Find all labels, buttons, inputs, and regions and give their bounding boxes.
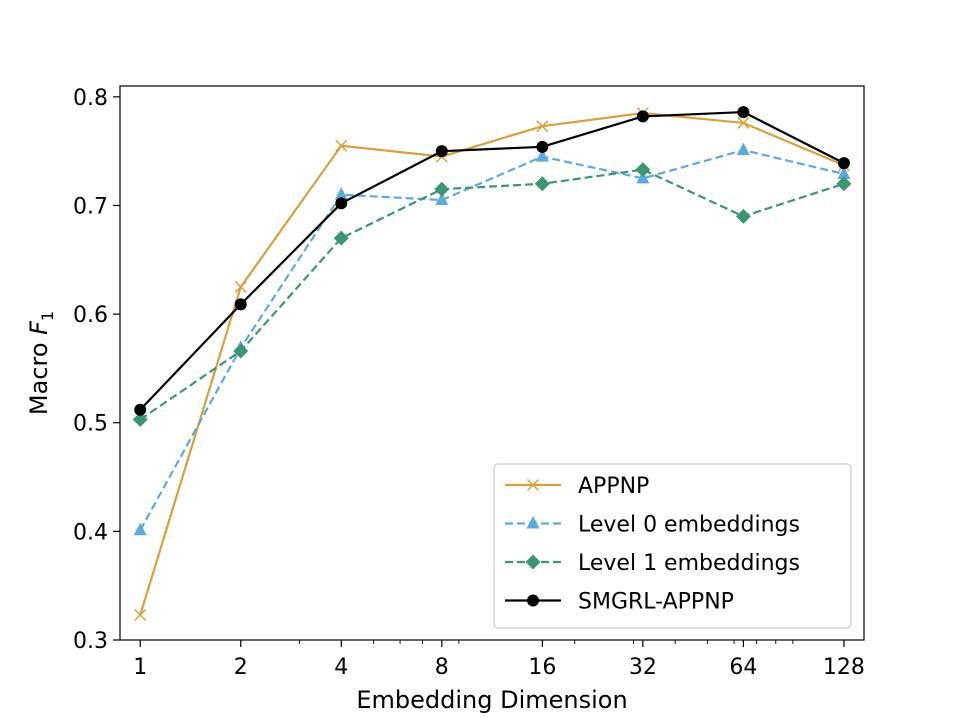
x-tick-label: 32 — [629, 655, 657, 680]
data-point — [333, 230, 349, 246]
legend-item: Level 0 embeddings — [505, 513, 800, 538]
legend-marker — [526, 516, 540, 529]
x-axis-label: Embedding Dimension — [356, 686, 627, 714]
data-point — [134, 403, 147, 416]
legend-marker — [526, 478, 540, 492]
series-line — [139, 148, 845, 531]
y-tick-label: 0.5 — [73, 412, 108, 437]
data-point — [133, 522, 147, 536]
data-point — [735, 208, 751, 224]
legend-box — [493, 463, 852, 629]
legend-item: SMGRL-APPNP — [505, 590, 734, 615]
data-point — [334, 187, 348, 200]
data-point — [335, 139, 348, 152]
y-tick-label: 0.4 — [73, 520, 108, 545]
x-tick-label: 16 — [528, 655, 556, 680]
data-point — [737, 106, 750, 119]
data-point — [737, 116, 750, 129]
data-point — [535, 149, 549, 162]
data-point — [837, 157, 850, 170]
series-line — [139, 110, 845, 411]
legend-label: APPNP — [578, 474, 649, 499]
legend-label: Level 1 embeddings — [578, 551, 800, 576]
x-tick-label: 8 — [435, 655, 449, 680]
data-point — [132, 411, 148, 427]
data-point — [635, 162, 651, 178]
y-axis-label-prefix: Macro — [25, 335, 53, 415]
series-smgrl-appnp — [134, 106, 850, 416]
data-point — [736, 142, 750, 156]
x-tick-label: 4 — [334, 655, 348, 680]
x-tick-label: 2 — [234, 655, 248, 680]
y-axis-label-subscript: 1 — [38, 311, 57, 321]
x-tick-label: 128 — [823, 655, 865, 680]
x-tick-label: 64 — [729, 655, 757, 680]
y-axis-label-variable: F — [25, 320, 53, 335]
data-point — [636, 110, 649, 123]
data-point — [335, 197, 348, 210]
legend-item: APPNP — [505, 474, 649, 499]
series-level-1-embeddings — [132, 162, 852, 427]
y-tick-label: 0.3 — [73, 629, 108, 654]
y-axis-label: Macro F1 — [25, 311, 57, 415]
data-point — [837, 166, 851, 179]
y-tick-label: 0.8 — [73, 86, 108, 111]
legend-item: Level 1 embeddings — [505, 551, 800, 576]
data-point — [233, 343, 249, 359]
y-tick-label: 0.7 — [73, 194, 108, 219]
data-point — [234, 280, 247, 293]
data-point — [134, 608, 147, 622]
legend: APPNP Level 0 embeddings Level 1 embedding… — [493, 463, 852, 629]
data-point — [234, 298, 247, 311]
legend-marker — [525, 554, 541, 570]
data-point — [435, 192, 449, 206]
data-point — [536, 120, 549, 133]
data-point — [836, 176, 852, 192]
plot-frame — [119, 85, 865, 641]
data-point — [434, 181, 450, 197]
data-point — [534, 176, 550, 192]
data-point — [536, 140, 549, 153]
x-tick-label: 1 — [133, 655, 147, 680]
series-level-0-embeddings — [133, 142, 851, 536]
series-line — [139, 168, 845, 421]
legend-marker — [527, 594, 539, 607]
y-tick-label: 0.6 — [73, 303, 108, 328]
legend-label: Level 0 embeddings — [578, 513, 800, 538]
data-point — [435, 145, 448, 158]
legend-label: SMGRL-APPNP — [578, 590, 734, 615]
series-line — [139, 112, 845, 616]
